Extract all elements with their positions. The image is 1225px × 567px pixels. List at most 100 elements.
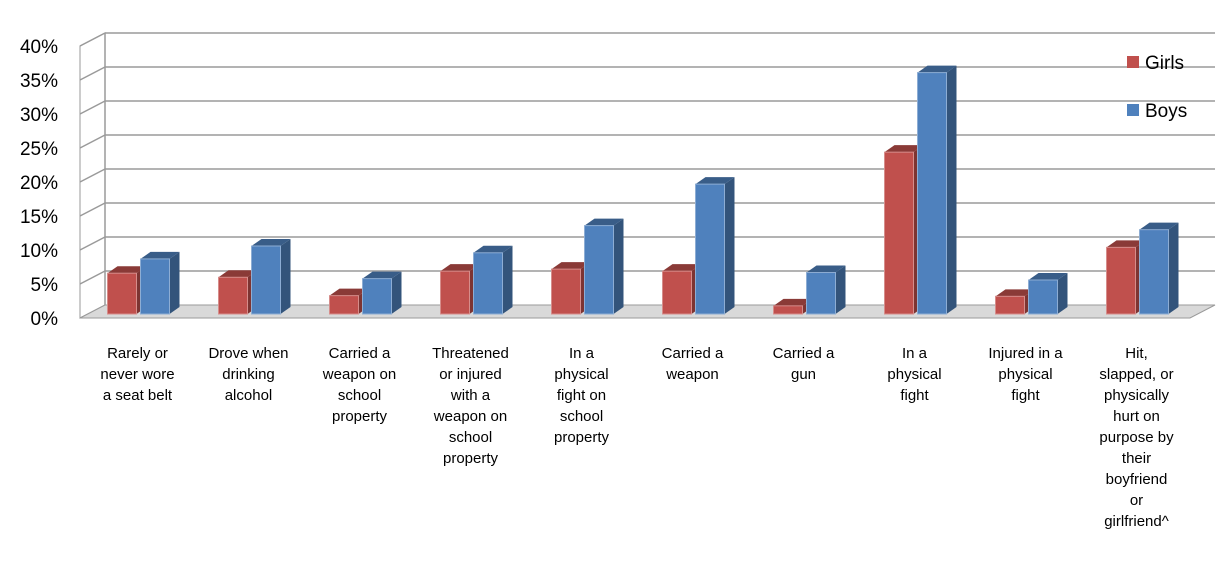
bar-boys-2 [362, 271, 402, 315]
bar-side-face [1168, 222, 1179, 314]
legend-item-boys: Boys [1127, 101, 1187, 122]
gridlines [79, 32, 1215, 285]
x-tick-label: Drove when drinking alcohol [208, 345, 288, 404]
bar-side-face [391, 271, 402, 314]
bar-front-face [584, 225, 614, 315]
bar-front-face [695, 183, 725, 315]
bars [107, 65, 1179, 315]
x-tick-label: Rarely or never wore a seat belt [100, 345, 174, 404]
bar-boys-8 [1028, 273, 1068, 315]
bar-front-face [1028, 279, 1058, 315]
bar-boys-7 [917, 65, 957, 315]
bar-top-face [140, 251, 180, 259]
bar-top-face [1028, 273, 1068, 280]
bar-front-face [806, 272, 836, 315]
bar-side-face [835, 265, 846, 314]
bar-side-face [724, 177, 735, 314]
bar-front-face [551, 268, 581, 315]
y-tick-label: 20% [20, 173, 58, 194]
bar-boys-9 [1139, 222, 1179, 315]
bar-front-face [1139, 229, 1169, 315]
gridline-diagonal [79, 66, 106, 81]
gridline-diagonal [79, 202, 106, 217]
bar-top-face [1139, 222, 1179, 230]
bar-front-face [362, 278, 392, 315]
x-tick-label: Carried a weapon [662, 345, 724, 383]
x-tick-label: Injured in a physical fight [988, 345, 1063, 404]
bar-top-face [662, 264, 702, 272]
y-tick-label: 0% [31, 309, 59, 330]
bar-boys-6 [806, 265, 846, 315]
bar-top-face [1106, 240, 1146, 248]
bar-front-face [662, 270, 692, 315]
y-tick-label: 25% [20, 139, 58, 160]
legend-swatch [1127, 56, 1139, 68]
bar-boys-4 [584, 218, 624, 315]
y-tick-label: 5% [31, 275, 59, 296]
legend-item-girls: Girls [1127, 53, 1184, 74]
y-tick-label: 30% [20, 105, 58, 126]
bar-boys-1 [251, 239, 291, 315]
gridline-diagonal [79, 236, 106, 251]
gridline-diagonal [79, 100, 106, 115]
bar-front-face [773, 305, 803, 315]
y-tick-label: 40% [20, 37, 58, 58]
bar-boys-5 [695, 177, 735, 315]
y-tick-label: 35% [20, 71, 58, 92]
bar-boys-3 [473, 245, 513, 315]
legend-swatch [1127, 104, 1139, 116]
x-axis-labels: Rarely or never wore a seat belt Drove when… [100, 345, 1174, 530]
bar-top-face [884, 145, 924, 153]
bar-front-face [473, 252, 503, 315]
gridline-diagonal [79, 32, 106, 47]
bar-girls-8 [995, 289, 1035, 315]
bar-front-face [884, 151, 914, 315]
bar-top-face [995, 289, 1035, 297]
bar-top-face [551, 262, 591, 270]
bar-top-face [329, 288, 369, 296]
bar-side-face [169, 251, 180, 314]
bar-front-face [440, 270, 470, 315]
y-tick-label: 15% [20, 207, 58, 228]
x-tick-label: Carried a gun [773, 345, 835, 383]
bar-front-face [107, 272, 137, 315]
legend-label: Boys [1145, 101, 1187, 122]
bar-front-face [218, 276, 248, 315]
bar-girls-5 [662, 264, 702, 315]
legend-label: Girls [1145, 53, 1184, 74]
bar-top-face [917, 65, 957, 73]
bar-top-face [218, 270, 258, 278]
bar-side-face [946, 65, 957, 314]
x-tick-label: Carried a weapon on school property [322, 345, 396, 425]
y-tick-label: 10% [20, 241, 58, 262]
gridline-diagonal [79, 168, 106, 183]
x-tick-label: Hit, slapped, or physically hurt on purpose … [1099, 345, 1174, 530]
bar-top-face [473, 245, 513, 253]
bar-front-face [251, 245, 281, 315]
bar-side-face [1057, 273, 1068, 314]
x-tick-label: In a physical fight [887, 345, 941, 404]
bar-top-face [107, 266, 147, 274]
y-axis-ticks: 0% 5% 10% 15% 20% 25% 30% 35% 40% [20, 37, 58, 330]
bar-top-face [806, 265, 846, 273]
bar-side-face [280, 239, 291, 314]
bar-front-face [140, 258, 170, 315]
bar-top-face [773, 298, 813, 306]
bar-front-face [917, 72, 947, 315]
x-tick-label: Threatened or injured with a weapon on schoo… [432, 345, 509, 467]
bar-top-face [362, 271, 402, 279]
legend: Girls Boys [1127, 53, 1187, 122]
bar-top-face [440, 264, 480, 272]
bar-front-face [1106, 246, 1136, 315]
bar-top-face [584, 218, 624, 226]
bar-side-face [502, 245, 513, 314]
x-tick-label: In a physical fight on school property [554, 345, 610, 446]
bar-boys-0 [140, 251, 180, 315]
bar-front-face [329, 295, 359, 315]
gridline-diagonal [79, 270, 106, 285]
bar-front-face [995, 295, 1025, 315]
bar-top-face [251, 239, 291, 246]
bar-top-face [695, 177, 735, 185]
gridline-diagonal [79, 134, 106, 149]
